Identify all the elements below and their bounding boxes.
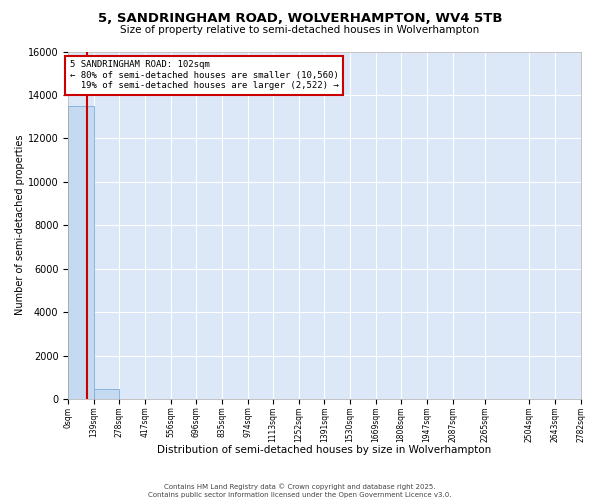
Bar bbox=[68, 106, 94, 399]
Bar bbox=[94, 388, 119, 399]
Text: 5 SANDRINGHAM ROAD: 102sqm
← 80% of semi-detached houses are smaller (10,560)
  : 5 SANDRINGHAM ROAD: 102sqm ← 80% of semi… bbox=[70, 60, 338, 90]
Y-axis label: Number of semi-detached properties: Number of semi-detached properties bbox=[15, 135, 25, 316]
X-axis label: Distribution of semi-detached houses by size in Wolverhampton: Distribution of semi-detached houses by … bbox=[157, 445, 491, 455]
Text: Contains HM Land Registry data © Crown copyright and database right 2025.
Contai: Contains HM Land Registry data © Crown c… bbox=[148, 484, 452, 498]
Text: 5, SANDRINGHAM ROAD, WOLVERHAMPTON, WV4 5TB: 5, SANDRINGHAM ROAD, WOLVERHAMPTON, WV4 … bbox=[98, 12, 502, 26]
Text: Size of property relative to semi-detached houses in Wolverhampton: Size of property relative to semi-detach… bbox=[121, 25, 479, 35]
